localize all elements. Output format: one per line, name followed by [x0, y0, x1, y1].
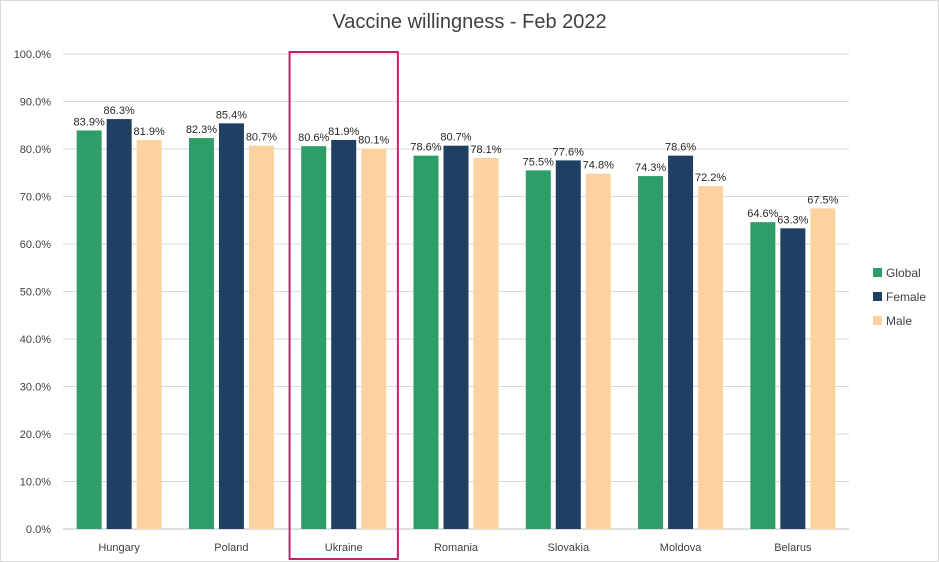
data-label: 72.2%: [695, 172, 726, 184]
bar-female: [106, 119, 132, 529]
bar-global: [750, 222, 776, 529]
bar-male: [810, 208, 836, 529]
x-tick-label: Belarus: [774, 542, 812, 554]
data-label: 74.3%: [635, 162, 666, 174]
bar-female: [443, 145, 469, 530]
legend-label: Female: [886, 290, 926, 304]
data-label: 83.9%: [74, 116, 105, 128]
y-tick-label: 0.0%: [26, 524, 51, 536]
legend-label: Male: [886, 314, 912, 328]
y-tick-label: 20.0%: [20, 429, 51, 441]
bar-global: [76, 130, 102, 529]
chart-title: Vaccine willingness - Feb 2022: [332, 11, 607, 33]
y-tick-label: 90.0%: [20, 97, 51, 109]
data-label: 80.1%: [358, 135, 389, 147]
x-tick-label: Slovakia: [547, 542, 589, 554]
highlight-box: [288, 51, 399, 560]
x-tick-label: Romania: [434, 542, 479, 554]
bar-global: [188, 138, 214, 529]
y-tick-label: 40.0%: [20, 334, 51, 346]
bar-male: [361, 148, 387, 529]
bar-female: [555, 160, 581, 529]
data-label: 64.6%: [747, 208, 778, 220]
y-tick-label: 60.0%: [20, 239, 51, 251]
bar-male: [698, 186, 724, 530]
bar-female: [668, 155, 694, 529]
data-label: 80.7%: [440, 132, 471, 144]
bar-female: [331, 139, 357, 529]
bar-global: [301, 146, 327, 529]
bar-male: [473, 158, 499, 529]
x-tick-label: Hungary: [98, 542, 140, 554]
legend-swatch: [873, 268, 882, 277]
data-label: 78.6%: [410, 142, 441, 154]
y-tick-label: 30.0%: [20, 382, 51, 394]
data-label: 80.6%: [298, 132, 329, 144]
bar-global: [638, 176, 664, 529]
legend-swatch: [873, 292, 882, 301]
bar-male: [585, 173, 611, 529]
x-tick-label: Moldova: [660, 542, 702, 554]
bar-female: [780, 228, 806, 529]
data-label: 63.3%: [777, 214, 808, 226]
data-label: 78.6%: [665, 142, 696, 154]
bar-global: [525, 170, 551, 529]
data-label: 80.7%: [246, 132, 277, 144]
y-tick-label: 70.0%: [20, 192, 51, 204]
data-label: 75.5%: [523, 156, 554, 168]
legend-swatch: [873, 316, 882, 325]
x-tick-label: Poland: [214, 542, 248, 554]
bar-male: [248, 145, 274, 530]
data-label: 74.8%: [583, 160, 614, 172]
data-label: 82.3%: [186, 124, 217, 136]
bar-female: [218, 123, 244, 529]
data-label: 77.6%: [553, 146, 584, 158]
data-label: 81.9%: [134, 126, 165, 138]
y-tick-label: 80.0%: [20, 144, 51, 156]
data-label: 85.4%: [216, 109, 247, 121]
data-label: 81.9%: [328, 126, 359, 138]
data-label: 86.3%: [104, 105, 135, 117]
data-label: 78.1%: [470, 144, 501, 156]
bar-male: [136, 139, 162, 529]
y-tick-label: 50.0%: [20, 287, 51, 299]
bar-global: [413, 155, 439, 529]
x-tick-label: Ukraine: [325, 542, 363, 554]
y-tick-label: 100.0%: [14, 49, 52, 61]
y-tick-label: 10.0%: [20, 477, 51, 489]
data-label: 67.5%: [807, 194, 838, 206]
legend-label: Global: [886, 266, 921, 280]
